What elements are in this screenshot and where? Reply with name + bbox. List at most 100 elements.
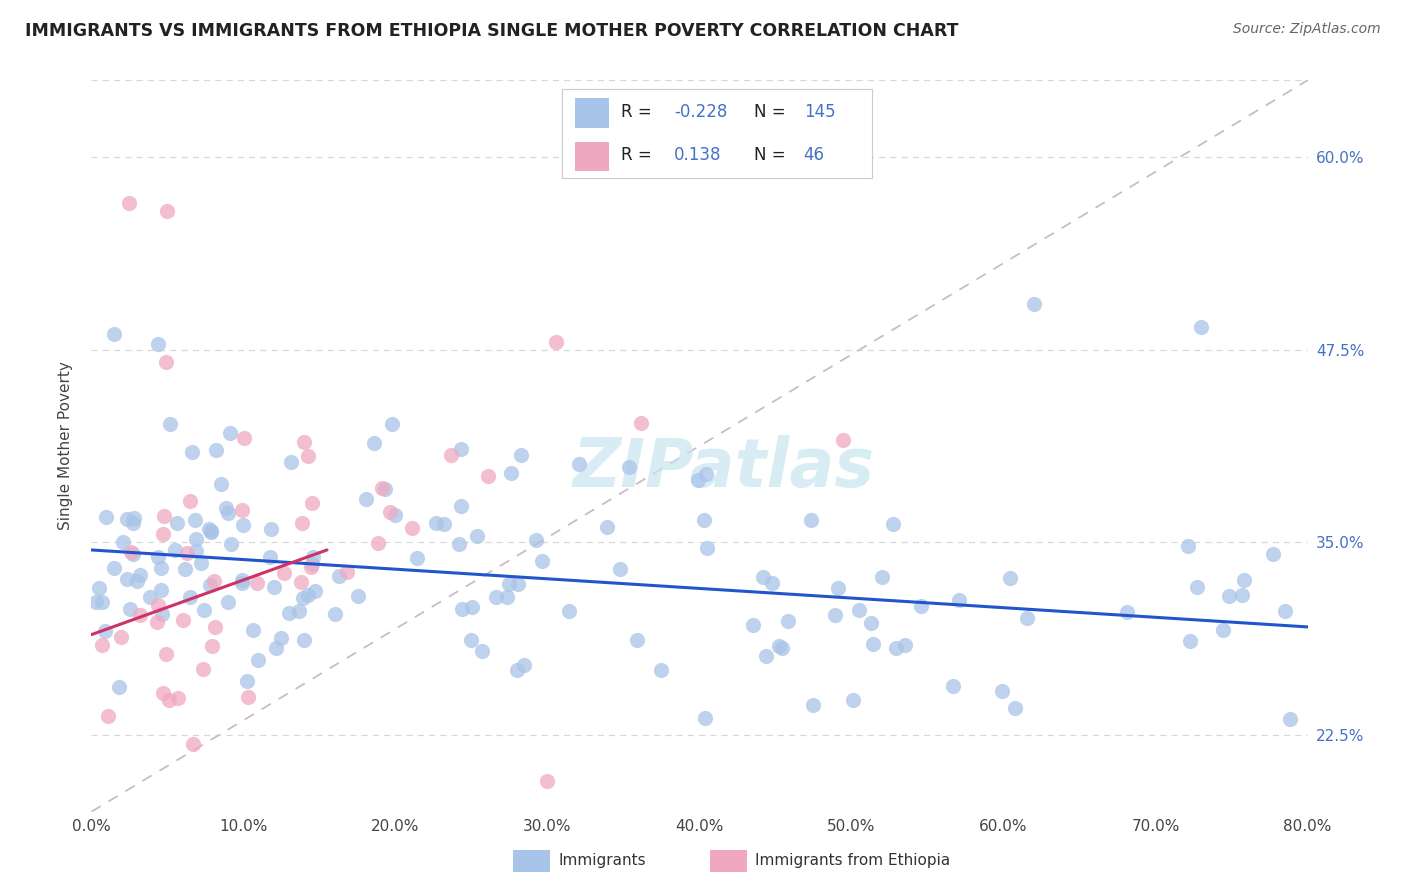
Text: ZIPatlas: ZIPatlas: [572, 435, 875, 501]
Point: [184, 532, 207, 546]
Text: Immigrants from Ethiopia: Immigrants from Ethiopia: [755, 854, 950, 868]
Point: [155, 647, 177, 661]
Point: [287, 604, 309, 618]
Point: [167, 691, 190, 706]
Point: [89, 581, 111, 595]
Point: [97, 709, 120, 723]
Point: [841, 693, 863, 707]
Point: [146, 615, 169, 629]
Point: [259, 549, 281, 564]
Point: [384, 508, 406, 523]
Point: [371, 482, 394, 496]
Point: [1218, 589, 1240, 603]
Point: [609, 561, 631, 575]
Point: [231, 573, 253, 587]
FancyBboxPatch shape: [575, 98, 609, 128]
Point: [509, 448, 531, 462]
Point: [1261, 547, 1284, 561]
Point: [304, 584, 326, 599]
Point: [246, 576, 269, 591]
Point: [496, 590, 519, 604]
Point: [172, 613, 194, 627]
Point: [465, 528, 488, 542]
Point: [695, 467, 717, 481]
Point: [129, 608, 152, 623]
Point: [1185, 581, 1208, 595]
Point: [297, 449, 319, 463]
Text: Immigrants: Immigrants: [558, 854, 645, 868]
Point: [91, 638, 114, 652]
Point: [91, 595, 114, 609]
Point: [291, 516, 314, 530]
Point: [118, 196, 141, 211]
Point: [242, 623, 264, 637]
FancyBboxPatch shape: [575, 142, 609, 171]
Text: 145: 145: [804, 103, 835, 121]
Point: [506, 577, 529, 591]
Point: [152, 526, 174, 541]
Point: [231, 576, 253, 591]
Point: [179, 494, 201, 508]
Point: [752, 570, 775, 584]
Text: 46: 46: [804, 146, 825, 164]
Point: [693, 513, 716, 527]
Point: [108, 680, 131, 694]
Point: [232, 518, 254, 533]
Point: [112, 534, 135, 549]
Point: [193, 662, 215, 676]
Point: [120, 601, 142, 615]
Point: [1180, 633, 1202, 648]
Point: [238, 690, 260, 705]
Point: [742, 617, 765, 632]
Point: [998, 571, 1021, 585]
Point: [219, 425, 242, 440]
Text: N =: N =: [754, 103, 786, 121]
Point: [264, 641, 287, 656]
Point: [1233, 574, 1256, 588]
Point: [121, 516, 143, 531]
Point: [84, 595, 107, 609]
Point: [219, 537, 242, 551]
Point: [292, 632, 315, 647]
Point: [197, 522, 219, 536]
Text: Source: ZipAtlas.com: Source: ZipAtlas.com: [1233, 22, 1381, 37]
Point: [688, 473, 710, 487]
Point: [848, 603, 870, 617]
Point: [163, 542, 186, 557]
Point: [450, 442, 472, 456]
Point: [217, 595, 239, 609]
Point: [125, 574, 148, 588]
Point: [200, 525, 222, 540]
Point: [122, 547, 145, 561]
Point: [184, 513, 207, 527]
Text: -0.228: -0.228: [673, 103, 727, 121]
Point: [152, 607, 174, 621]
Point: [450, 499, 472, 513]
Point: [381, 417, 404, 431]
Point: [263, 580, 285, 594]
Point: [447, 537, 470, 551]
Point: [166, 516, 188, 531]
Point: [156, 204, 179, 219]
Point: [181, 737, 204, 751]
Point: [884, 641, 907, 656]
Point: [273, 566, 295, 581]
Point: [155, 354, 177, 368]
Point: [146, 336, 169, 351]
Point: [595, 520, 617, 534]
Point: [292, 435, 315, 450]
Point: [122, 511, 145, 525]
Point: [513, 658, 536, 673]
Point: [115, 511, 138, 525]
Point: [103, 561, 125, 575]
Point: [176, 546, 198, 560]
Point: [696, 541, 718, 555]
Point: [367, 536, 389, 550]
Point: [778, 614, 800, 628]
Point: [347, 589, 370, 603]
Point: [217, 507, 239, 521]
Point: [290, 575, 312, 590]
Point: [1022, 296, 1045, 310]
Point: [297, 588, 319, 602]
Point: [862, 637, 884, 651]
